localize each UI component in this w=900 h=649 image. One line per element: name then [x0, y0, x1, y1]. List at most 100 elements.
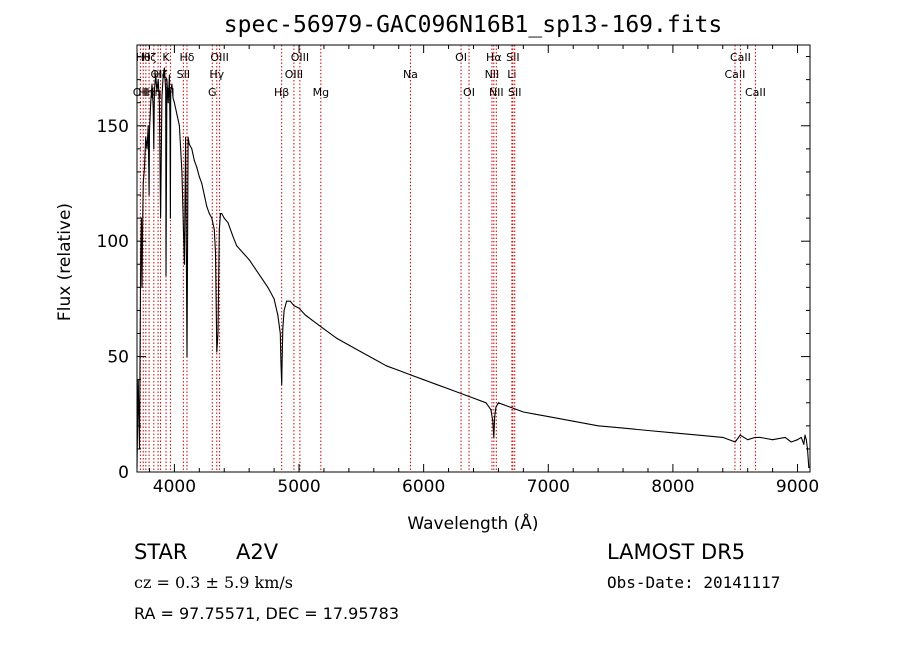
spectrum-point-103	[495, 406, 497, 408]
spectrum-point-83	[304, 314, 306, 316]
spectrum-point-8	[144, 166, 145, 168]
axes: 4000 5000 6000 7000 8000 9000 0 50 100 150	[97, 45, 819, 497]
spectrum-point-3	[140, 252, 142, 254]
spectrum-point-39	[178, 125, 180, 127]
survey-name: LAMOST DR5	[607, 540, 746, 564]
spectrum-point-108	[547, 416, 549, 418]
spectrum-point-80	[289, 300, 291, 302]
spectral-line-label-27: CaII	[725, 68, 746, 81]
spectral-line-label-15: OIII	[285, 68, 303, 81]
spectrum-point-100	[492, 420, 494, 422]
spectrum-point-88	[360, 351, 362, 353]
spectral-line-label-9: SII	[177, 68, 190, 81]
spectrum-point-115	[722, 436, 724, 438]
spectrum-point-76	[281, 351, 283, 353]
spectrum-point-53	[208, 213, 210, 214]
x-tick-label-4: 8000	[651, 477, 694, 497]
spectrum-point-124	[797, 439, 798, 441]
spectral-line-label-7: K	[162, 51, 170, 64]
spectrum-point-114	[697, 434, 699, 436]
spectrum-point-35	[171, 83, 173, 85]
spectrum-point-32	[169, 125, 171, 127]
spectrum-point-75	[281, 383, 283, 385]
spectrum-point-49	[198, 176, 200, 178]
spectrum-point-10	[146, 148, 148, 150]
spectrum-point-116	[734, 441, 736, 443]
x-tick-label-3: 7000	[527, 477, 570, 497]
spectrum-point-55	[213, 229, 215, 231]
spectrum-point-96	[460, 393, 462, 394]
plot-frame	[136, 44, 811, 473]
spectrum-point-102	[494, 416, 496, 418]
spectrum-point-17	[153, 148, 155, 150]
spectrum-point-104	[497, 402, 499, 404]
spectrum-point-91	[398, 369, 400, 371]
spectral-line-label-12: Hγ	[209, 68, 224, 81]
y-tick-label-1: 50	[107, 348, 129, 368]
spectrum-point-70	[267, 286, 269, 288]
x-tick-label-1: 5000	[277, 477, 320, 497]
spectrum-point-74	[280, 360, 282, 362]
spectrum-point-52	[206, 206, 208, 208]
spectral-line-label-10: Hδ	[179, 51, 194, 64]
spectrum-point-60	[220, 213, 221, 214]
spectrum-point-16	[152, 106, 154, 108]
spectrum-point-5	[141, 286, 143, 288]
redshift-velocity: cz = 0.3 ± 5.9 km/s	[134, 573, 293, 592]
spectrum-point-101	[493, 436, 495, 438]
spectrum-point-106	[522, 411, 524, 413]
x-tick-label-2: 6000	[402, 477, 445, 497]
spectrum-point-94	[435, 383, 437, 385]
spectrum-point-126	[803, 443, 805, 445]
spectrum-point-58	[217, 333, 219, 334]
spectrum-point-13	[149, 129, 150, 131]
y-tick-label-3: 150	[97, 117, 129, 137]
spectrum-point-4	[140, 217, 142, 219]
spectrum-point-25	[162, 74, 164, 76]
spectrum-point-36	[172, 97, 174, 99]
spectrum-point-86	[335, 337, 337, 339]
spectrum-point-43	[186, 356, 188, 358]
spectral-line-label-21: NII	[485, 68, 500, 81]
spectrum-point-59	[218, 229, 220, 231]
spectrum-point-14	[150, 102, 152, 104]
x-tick-label-5: 9000	[776, 477, 819, 497]
spectral-line-label-1: Hθ	[136, 51, 151, 64]
spectrum-point-79	[286, 300, 288, 302]
spectral-line-label-17: Mg	[313, 86, 329, 99]
x-axis-label: Wavelength (Å)	[407, 512, 538, 534]
spectrum-point-78	[283, 309, 285, 311]
spectrum-point-121	[772, 439, 774, 441]
spectrum-point-127	[804, 434, 806, 436]
spectral-line-label-26: SII	[508, 86, 521, 99]
subclass: A2V	[236, 540, 279, 564]
spectrum-series	[136, 67, 811, 468]
spectrum-point-51	[203, 194, 205, 196]
spectral-line-label-11: G	[208, 86, 217, 99]
spectrum-point-19	[155, 74, 157, 76]
spectrum-point-128	[805, 439, 807, 441]
spectrum-point-113	[672, 432, 674, 434]
spectral-line-label-24: Li	[507, 68, 516, 81]
spectrum-point-71	[273, 298, 275, 300]
spectrum-point-26	[163, 67, 165, 69]
spectrum-point-81	[293, 305, 295, 307]
spectral-line-label-3: Hζ	[142, 51, 156, 64]
spectrum-point-57	[216, 351, 218, 353]
spectrum-point-84	[311, 319, 312, 321]
spectrum-point-69	[261, 277, 263, 279]
spectrum-point-105	[510, 406, 512, 408]
spectrum-point-122	[784, 436, 786, 438]
x-tick-label-0: 4000	[153, 477, 196, 497]
spectrum-point-125	[800, 436, 802, 438]
spectrum-point-77	[282, 328, 284, 330]
spectrum-point-23	[160, 217, 162, 219]
spectrum-point-12	[148, 194, 150, 196]
spectrum-point-11	[147, 125, 149, 127]
spectrum-point-21	[157, 79, 159, 81]
chart-title: spec-56979-GAC096N16B1_sp13-169.fits	[224, 12, 723, 38]
spectrum-point-98	[485, 402, 487, 404]
spectrum-line-0	[136, 67, 810, 468]
y-tick-label-2: 100	[97, 232, 129, 252]
spectrum-point-107	[535, 413, 537, 415]
